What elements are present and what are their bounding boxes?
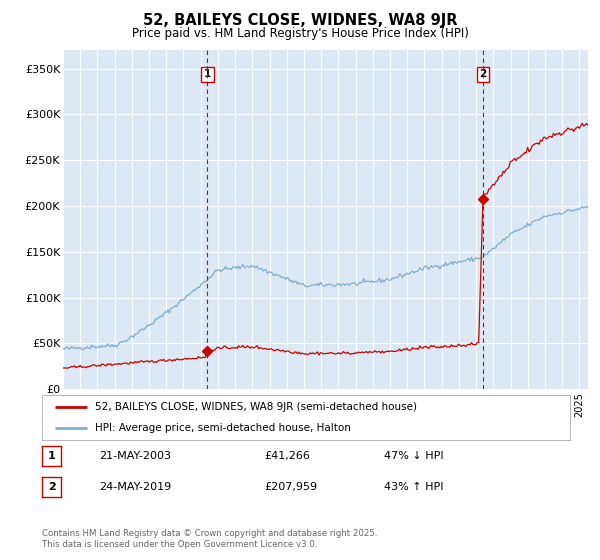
Text: 1: 1 xyxy=(48,451,55,461)
Text: 24-MAY-2019: 24-MAY-2019 xyxy=(99,482,171,492)
Text: 47% ↓ HPI: 47% ↓ HPI xyxy=(384,451,443,461)
Text: 52, BAILEYS CLOSE, WIDNES, WA8 9JR: 52, BAILEYS CLOSE, WIDNES, WA8 9JR xyxy=(143,13,457,28)
Text: 2: 2 xyxy=(479,69,487,79)
Text: 1: 1 xyxy=(204,69,211,79)
Text: 2: 2 xyxy=(48,482,55,492)
Text: HPI: Average price, semi-detached house, Halton: HPI: Average price, semi-detached house,… xyxy=(95,423,350,433)
Text: £41,266: £41,266 xyxy=(264,451,310,461)
Text: £207,959: £207,959 xyxy=(264,482,317,492)
Text: 52, BAILEYS CLOSE, WIDNES, WA8 9JR (semi-detached house): 52, BAILEYS CLOSE, WIDNES, WA8 9JR (semi… xyxy=(95,402,417,412)
Text: Contains HM Land Registry data © Crown copyright and database right 2025.
This d: Contains HM Land Registry data © Crown c… xyxy=(42,529,377,549)
Text: 21-MAY-2003: 21-MAY-2003 xyxy=(99,451,171,461)
Text: 43% ↑ HPI: 43% ↑ HPI xyxy=(384,482,443,492)
Text: Price paid vs. HM Land Registry's House Price Index (HPI): Price paid vs. HM Land Registry's House … xyxy=(131,27,469,40)
